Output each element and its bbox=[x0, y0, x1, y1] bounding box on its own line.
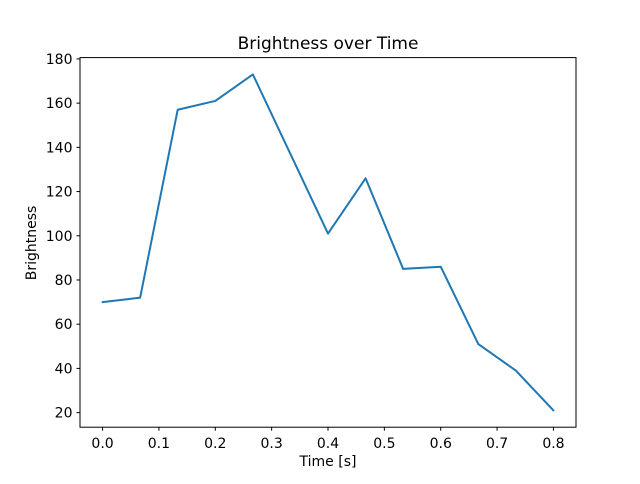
brightness-series-line bbox=[101, 73, 555, 412]
y-tick-label: 100 bbox=[46, 229, 73, 245]
y-tick-label: 20 bbox=[55, 406, 73, 422]
y-tick-label: 140 bbox=[46, 140, 73, 156]
x-tick-label: 0.6 bbox=[430, 436, 452, 452]
x-tick-label: 0.8 bbox=[542, 436, 564, 452]
x-tick-label: 0.1 bbox=[148, 436, 170, 452]
y-tick-label: 40 bbox=[55, 361, 73, 377]
y-tick-label: 60 bbox=[55, 317, 73, 333]
x-tick-label: 0.7 bbox=[486, 436, 508, 452]
x-tick-label: 0.5 bbox=[373, 436, 395, 452]
plot-area: 0.0 0.1 0.2 0.3 0.4 0.5 0.6 0.7 0.8 20 40 60 80 100 12… bbox=[46, 52, 577, 452]
x-tick-label: 0.3 bbox=[261, 436, 283, 452]
x-axis-label: Time [s] bbox=[299, 454, 357, 470]
x-tick-label: 0.2 bbox=[204, 436, 226, 452]
plot-border bbox=[79, 57, 577, 428]
y-tick-label: 120 bbox=[46, 185, 73, 201]
y-axis-label: Brightness bbox=[24, 206, 40, 281]
x-tick-label: 0.4 bbox=[317, 436, 339, 452]
x-tick-label: 0.0 bbox=[91, 436, 113, 452]
chart-title: Brightness over Time bbox=[238, 34, 419, 54]
y-tick-label: 180 bbox=[46, 52, 73, 68]
y-tick-label: 160 bbox=[46, 96, 73, 112]
y-tick-label: 80 bbox=[55, 273, 73, 289]
